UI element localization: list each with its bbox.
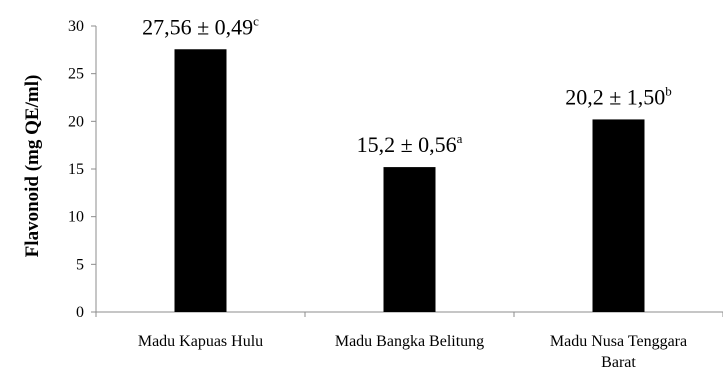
y-tick-label: 20 [68,113,84,130]
x-axis [95,311,723,317]
data-label: 15,2 ± 0,56a [357,131,463,157]
category-labels: Madu Kapuas Hulu Madu Bangka Belitung Madu… [138,333,687,371]
bar [174,49,227,313]
bar [592,119,645,312]
y-tick-label: 15 [68,161,84,178]
y-axis-label: Flavonoid (mg QE/ml) [22,75,43,258]
category-label: Barat [601,354,636,371]
data-label: 27,56 ± 0,49c [142,13,259,39]
y-tick-label: 0 [76,304,84,321]
y-tick-label: 25 [68,66,84,83]
category-label: Madu Kapuas Hulu [138,333,263,350]
data-label: 20,2 ± 1,50b [565,83,672,109]
y-tick-label: 10 [68,209,84,226]
category-label: Madu Bangka Belitung [335,333,484,350]
data-labels: 27,56 ± 0,49c 15,2 ± 0,56a 20,2 ± 1,50b [142,13,672,157]
y-axis: 0 5 10 15 20 25 30 [68,18,97,321]
bars [174,49,645,313]
bar [383,167,436,312]
y-tick-label: 30 [68,18,84,35]
category-label: Madu Nusa Tenggara [550,333,687,350]
y-tick-label: 5 [76,256,84,273]
